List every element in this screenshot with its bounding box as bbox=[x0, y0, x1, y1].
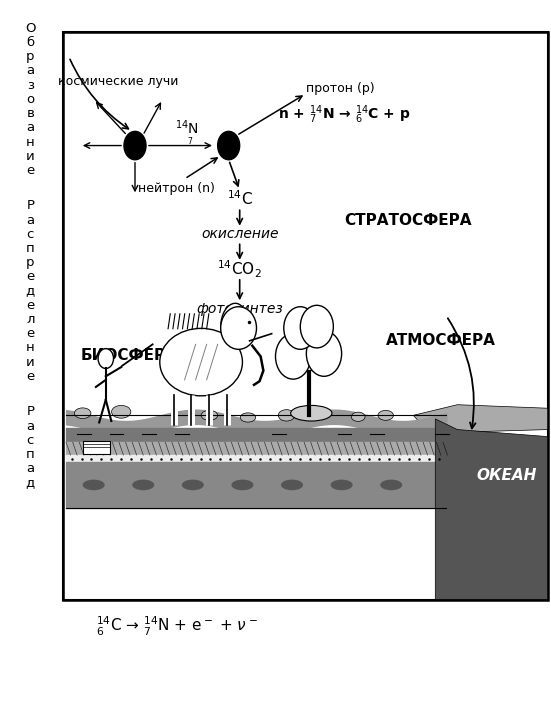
Circle shape bbox=[287, 314, 331, 371]
Circle shape bbox=[306, 331, 342, 376]
Ellipse shape bbox=[240, 413, 256, 422]
Text: $^{14}$CO$_2$: $^{14}$CO$_2$ bbox=[217, 259, 262, 280]
Text: БИОСФЕРА: БИОСФЕРА bbox=[81, 347, 178, 363]
Text: окисление: окисление bbox=[201, 227, 278, 241]
Text: р: р bbox=[26, 50, 35, 63]
Text: с: с bbox=[26, 228, 34, 241]
Bar bbox=[63, 32, 548, 600]
Bar bbox=[83, 441, 110, 454]
Text: АТМОСФЕРА: АТМОСФЕРА bbox=[386, 333, 496, 349]
Text: $_7$: $_7$ bbox=[187, 136, 194, 148]
Text: р: р bbox=[26, 256, 35, 269]
Text: е: е bbox=[26, 299, 34, 312]
Text: б: б bbox=[26, 36, 34, 49]
Text: д: д bbox=[26, 476, 35, 489]
Text: е: е bbox=[26, 370, 34, 383]
Ellipse shape bbox=[291, 405, 332, 421]
Text: н: н bbox=[26, 342, 35, 354]
Ellipse shape bbox=[380, 480, 402, 490]
Text: а: а bbox=[26, 214, 34, 226]
Circle shape bbox=[276, 334, 311, 379]
Text: д: д bbox=[26, 285, 35, 297]
Ellipse shape bbox=[225, 310, 243, 339]
Text: протон (p): протон (p) bbox=[306, 82, 375, 95]
Polygon shape bbox=[435, 419, 548, 600]
Ellipse shape bbox=[278, 410, 295, 421]
Text: в: в bbox=[26, 107, 34, 120]
Text: а: а bbox=[26, 462, 34, 475]
Text: нейтрон (n): нейтрон (n) bbox=[138, 182, 215, 195]
Text: з: з bbox=[27, 79, 34, 92]
Text: с: с bbox=[26, 434, 34, 447]
Text: О: О bbox=[25, 22, 36, 35]
Ellipse shape bbox=[201, 410, 218, 420]
Ellipse shape bbox=[331, 480, 353, 490]
Text: $^{14}$N: $^{14}$N bbox=[175, 119, 199, 137]
Ellipse shape bbox=[352, 412, 365, 422]
Text: $^{14}_{6}$C → $^{14}_{7}$N + e$^-$ + $\nu^-$: $^{14}_{6}$C → $^{14}_{7}$N + e$^-$ + $\… bbox=[96, 615, 258, 638]
Bar bbox=[63, 32, 548, 600]
Ellipse shape bbox=[312, 409, 327, 419]
Ellipse shape bbox=[220, 307, 256, 349]
Text: СТРАТОСФЕРА: СТРАТОСФЕРА bbox=[344, 212, 472, 228]
Circle shape bbox=[300, 305, 333, 348]
Circle shape bbox=[284, 307, 317, 349]
Ellipse shape bbox=[378, 410, 393, 420]
Text: фотосинтез: фотосинтез bbox=[196, 302, 283, 316]
Text: о: о bbox=[26, 93, 34, 106]
Ellipse shape bbox=[111, 405, 131, 418]
Text: и: и bbox=[26, 356, 35, 368]
Circle shape bbox=[124, 131, 146, 160]
Text: космические лучи: космические лучи bbox=[58, 75, 179, 88]
Text: е: е bbox=[26, 327, 34, 340]
Text: Р: Р bbox=[26, 405, 34, 418]
Text: а: а bbox=[26, 420, 34, 432]
Circle shape bbox=[98, 349, 114, 368]
Ellipse shape bbox=[281, 480, 303, 490]
Polygon shape bbox=[413, 405, 548, 433]
Ellipse shape bbox=[132, 480, 154, 490]
Text: е: е bbox=[26, 271, 34, 283]
Text: а: а bbox=[26, 121, 34, 134]
Ellipse shape bbox=[221, 303, 247, 346]
Text: п: п bbox=[26, 242, 35, 255]
Ellipse shape bbox=[231, 480, 253, 490]
Text: n + $^{14}_{7}$N → $^{14}_{6}$C + p: n + $^{14}_{7}$N → $^{14}_{6}$C + p bbox=[278, 104, 411, 126]
Ellipse shape bbox=[182, 480, 204, 490]
Circle shape bbox=[218, 131, 240, 160]
Text: и: и bbox=[26, 150, 35, 163]
Ellipse shape bbox=[74, 408, 91, 419]
Text: а: а bbox=[26, 65, 34, 77]
Text: е: е bbox=[26, 164, 34, 177]
Ellipse shape bbox=[160, 328, 242, 396]
Text: н: н bbox=[26, 136, 35, 148]
Text: ОКЕАН: ОКЕАН bbox=[477, 468, 537, 484]
Text: $^{14}$C: $^{14}$C bbox=[226, 190, 253, 208]
Text: п: п bbox=[26, 448, 35, 461]
Ellipse shape bbox=[83, 480, 105, 490]
Text: Р: Р bbox=[26, 200, 34, 212]
Text: л: л bbox=[26, 313, 35, 326]
